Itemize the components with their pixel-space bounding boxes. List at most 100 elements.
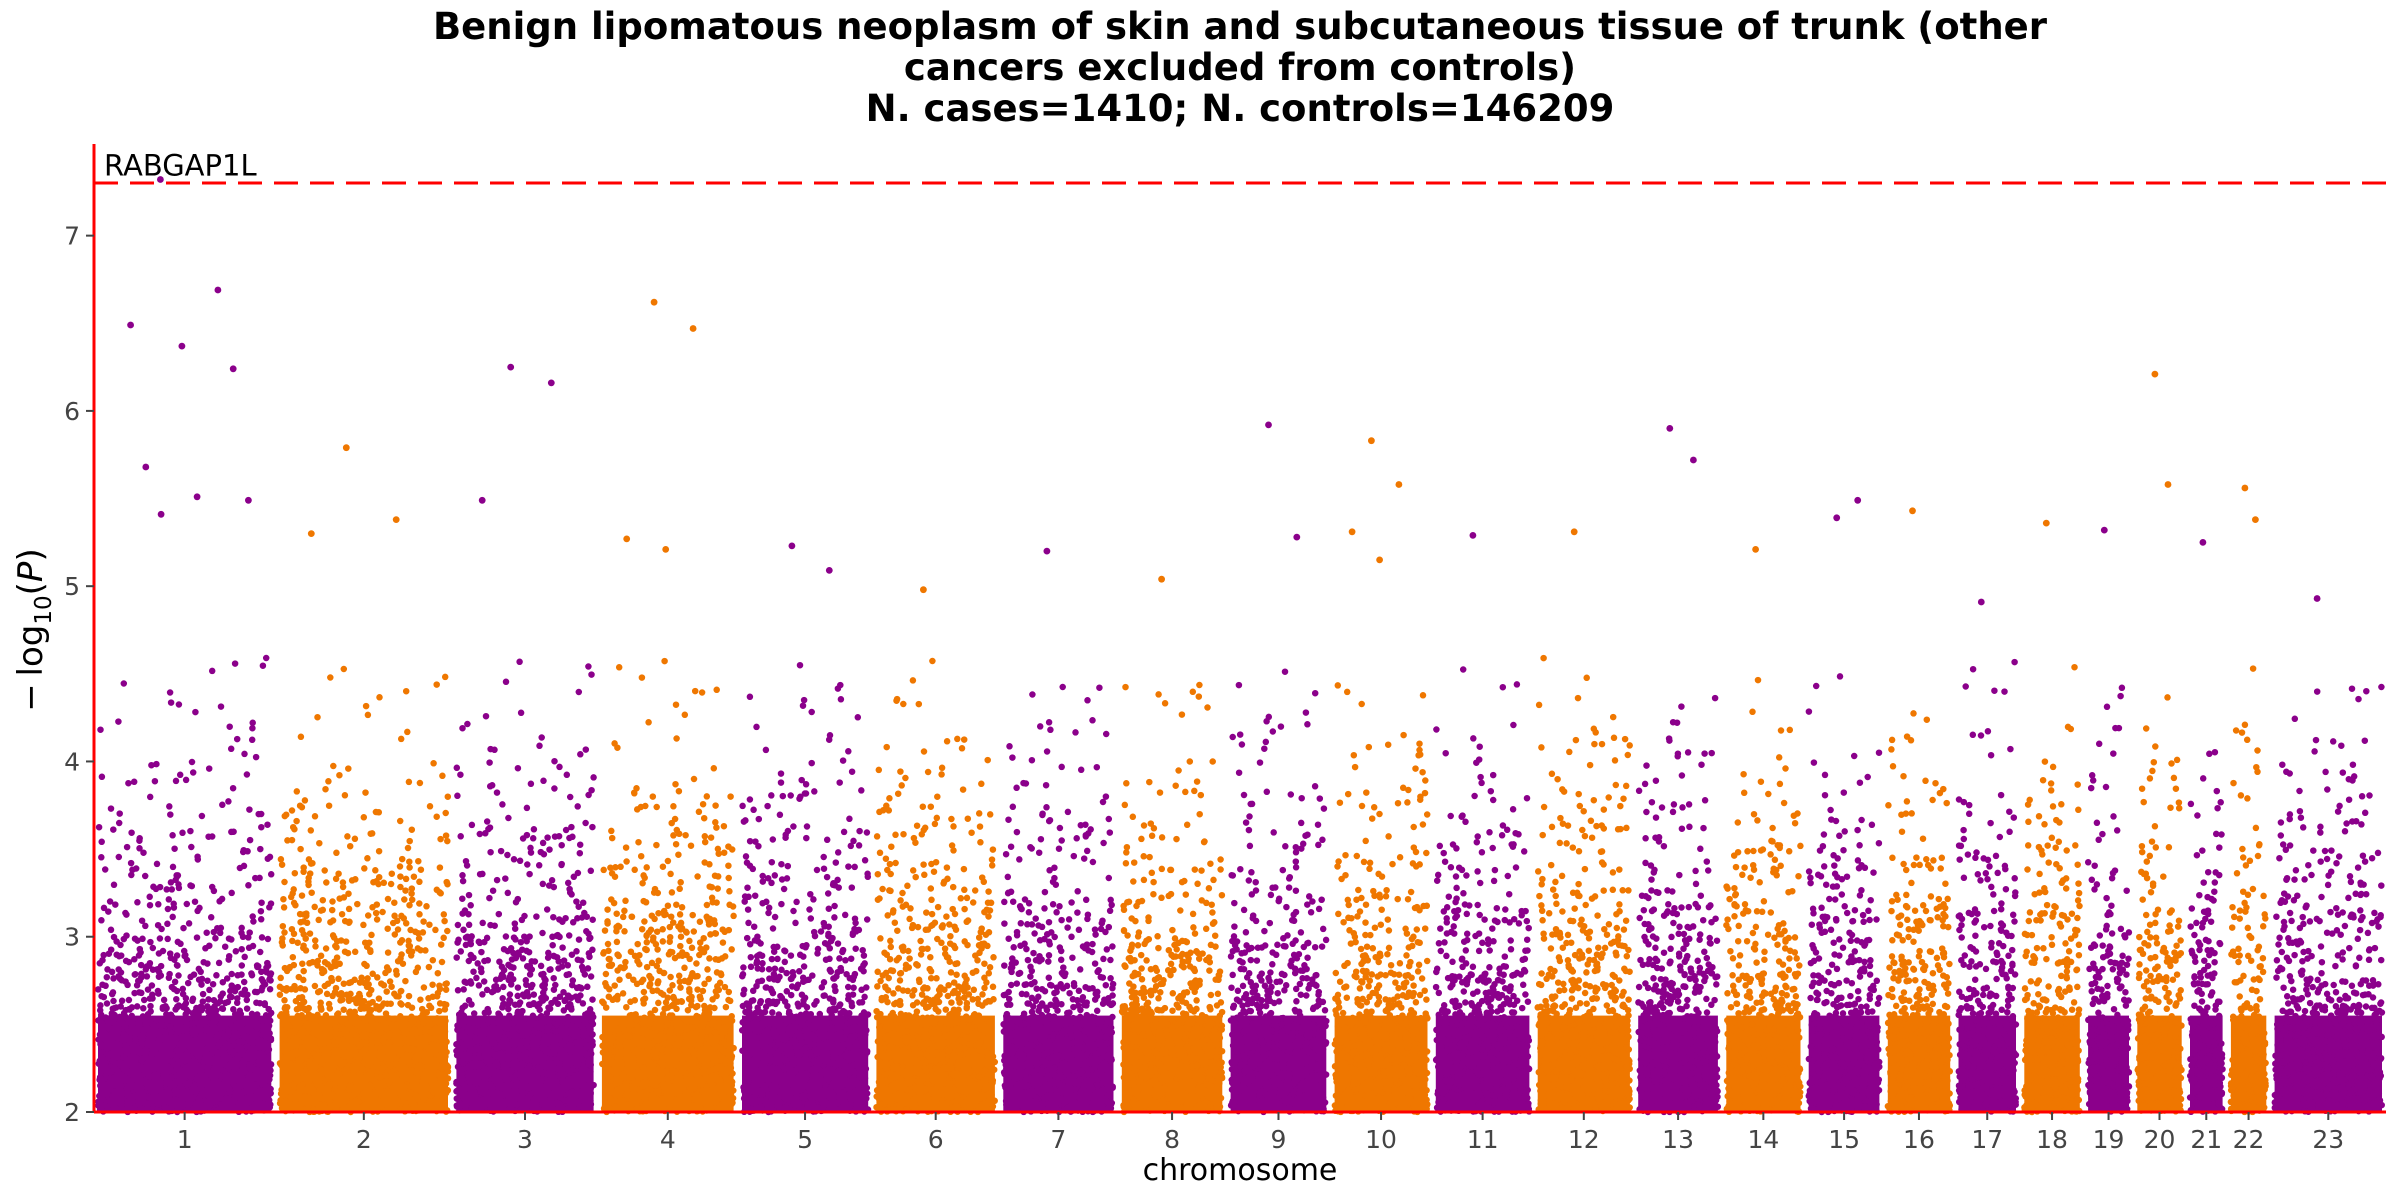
x-tick-label-2: 2: [356, 1125, 372, 1154]
top-hit-point: [342, 444, 350, 452]
chromosome-points-14: [1723, 676, 1804, 1116]
top-hit-point: [1265, 421, 1272, 429]
y-tick-label: 3: [64, 923, 80, 952]
top-hit-point: [1570, 528, 1578, 536]
top-hit-point: [1752, 546, 1759, 553]
y-tick-label: 6: [64, 397, 80, 426]
x-tick-label-15: 15: [1828, 1125, 1860, 1154]
top-hit-point: [157, 510, 165, 518]
chromosome-points-6: [873, 657, 999, 1116]
chromosome-points-8: [1118, 681, 1226, 1116]
top-hit-point: [2164, 481, 2172, 488]
x-tick-label-5: 5: [797, 1125, 813, 1154]
y-axis-label: − log10(P): [11, 548, 57, 711]
chromosome-points-23: [2271, 683, 2386, 1115]
top-hit-point: [689, 325, 697, 332]
x-tick-label-17: 17: [1971, 1125, 2003, 1154]
top-hit-point: [1909, 507, 1916, 515]
x-tick-label-7: 7: [1050, 1125, 1066, 1154]
chromosome-points-3: [453, 658, 597, 1116]
x-tick-label-4: 4: [660, 1125, 676, 1154]
top-hit-point: [662, 546, 670, 553]
chromosome-points-16: [1884, 710, 1954, 1115]
x-tick-label-18: 18: [2036, 1125, 2068, 1154]
top-hit-point: [127, 321, 134, 329]
top-hit-point: [1395, 481, 1403, 488]
top-hit-point: [920, 586, 927, 594]
chromosome-points-1: [94, 654, 275, 1116]
top-hit-point: [1666, 425, 1674, 432]
chromosome-points-9: [1227, 668, 1330, 1116]
x-tick-label-19: 19: [2093, 1125, 2125, 1154]
x-axis-label: chromosome: [1143, 1153, 1338, 1188]
x-tick-label-8: 8: [1164, 1125, 1180, 1154]
chromosome-points-4: [599, 657, 737, 1116]
x-tick-label-6: 6: [928, 1125, 944, 1154]
top-hit-point: [1690, 456, 1697, 464]
x-tick-label-12: 12: [1568, 1125, 1600, 1154]
chromosome-points-22: [2227, 665, 2269, 1116]
top-hit-point: [229, 365, 237, 373]
top-hit-point: [392, 516, 400, 523]
x-tick-label-9: 9: [1271, 1125, 1287, 1154]
top-hit-point: [307, 530, 315, 537]
x-tick-label-13: 13: [1662, 1125, 1694, 1154]
top-hit-point: [1376, 556, 1383, 564]
top-hit-point: [1854, 496, 1862, 504]
x-tick-label-23: 23: [2312, 1125, 2344, 1154]
x-tick-label-1: 1: [177, 1125, 193, 1154]
top-hit-point: [2151, 370, 2159, 378]
top-hit-point: [507, 363, 515, 371]
chromosome-points-19: [2084, 684, 2133, 1115]
x-tick-label-21: 21: [2190, 1125, 2222, 1154]
x-tick-label-16: 16: [1903, 1125, 1935, 1154]
top-hit-point: [788, 542, 796, 550]
top-hit-point: [214, 286, 222, 294]
top-hit-point: [650, 298, 658, 306]
chromosome-points-17: [1955, 658, 2020, 1115]
chromosome-points-15: [1805, 673, 1883, 1116]
top-hit-point: [157, 176, 164, 183]
x-tick-label-11: 11: [1467, 1125, 1499, 1154]
points-layer: [94, 654, 2386, 1116]
top-hit-point: [2241, 484, 2249, 492]
chromosome-points-10: [1331, 682, 1431, 1116]
x-tick-label-14: 14: [1747, 1125, 1779, 1154]
top-hit-point: [1348, 528, 1356, 536]
chart-title-line-2: cancers excluded from controls): [903, 46, 1577, 89]
x-tick-label-20: 20: [2144, 1125, 2176, 1154]
chart-title-line-3: N. cases=1410; N. controls=146209: [865, 87, 1615, 130]
chromosome-points-2: [276, 665, 452, 1116]
y-tick-label: 4: [64, 747, 80, 776]
x-axis-ticks: 1 2 3 4 5 6 7 8 9 10 11 12 13 14 15 16 17 18 19 20 21 22 23: [177, 1112, 2344, 1154]
top-hit-point: [2313, 595, 2321, 602]
top-hit-point: [825, 567, 833, 574]
chromosome-points-5: [738, 661, 872, 1116]
top-hits-layer: [127, 176, 2321, 606]
x-tick-label-3: 3: [517, 1125, 533, 1154]
top-hit-point: [1368, 437, 1375, 445]
chromosome-points-21: [2186, 748, 2226, 1116]
top-hit-point: [2252, 516, 2259, 523]
top-hit-point: [2042, 519, 2050, 527]
top-hit-point: [2199, 539, 2207, 546]
top-hit-point: [245, 496, 252, 504]
chromosome-points-20: [2134, 694, 2185, 1115]
top-hit-point: [1469, 532, 1477, 539]
y-tick-label: 5: [64, 572, 80, 601]
top-hit-point: [1833, 514, 1841, 522]
chromosome-points-12: [1534, 654, 1633, 1115]
top-hit-point: [1158, 575, 1165, 583]
top-hit-point: [1977, 598, 1985, 606]
top-hit-point: [1293, 533, 1301, 541]
chromosome-points-11: [1432, 666, 1533, 1115]
gene-annotation-label: RABGAP1L: [104, 149, 257, 183]
top-hit-point: [478, 496, 486, 504]
chromosome-points-18: [2021, 663, 2083, 1116]
y-tick-label: 7: [64, 222, 80, 251]
top-hit-point: [623, 535, 631, 543]
y-axis-ticks: 2 3 4 5 6 7: [64, 222, 94, 1127]
y-tick-label: 2: [64, 1098, 80, 1127]
top-hit-point: [178, 342, 186, 350]
